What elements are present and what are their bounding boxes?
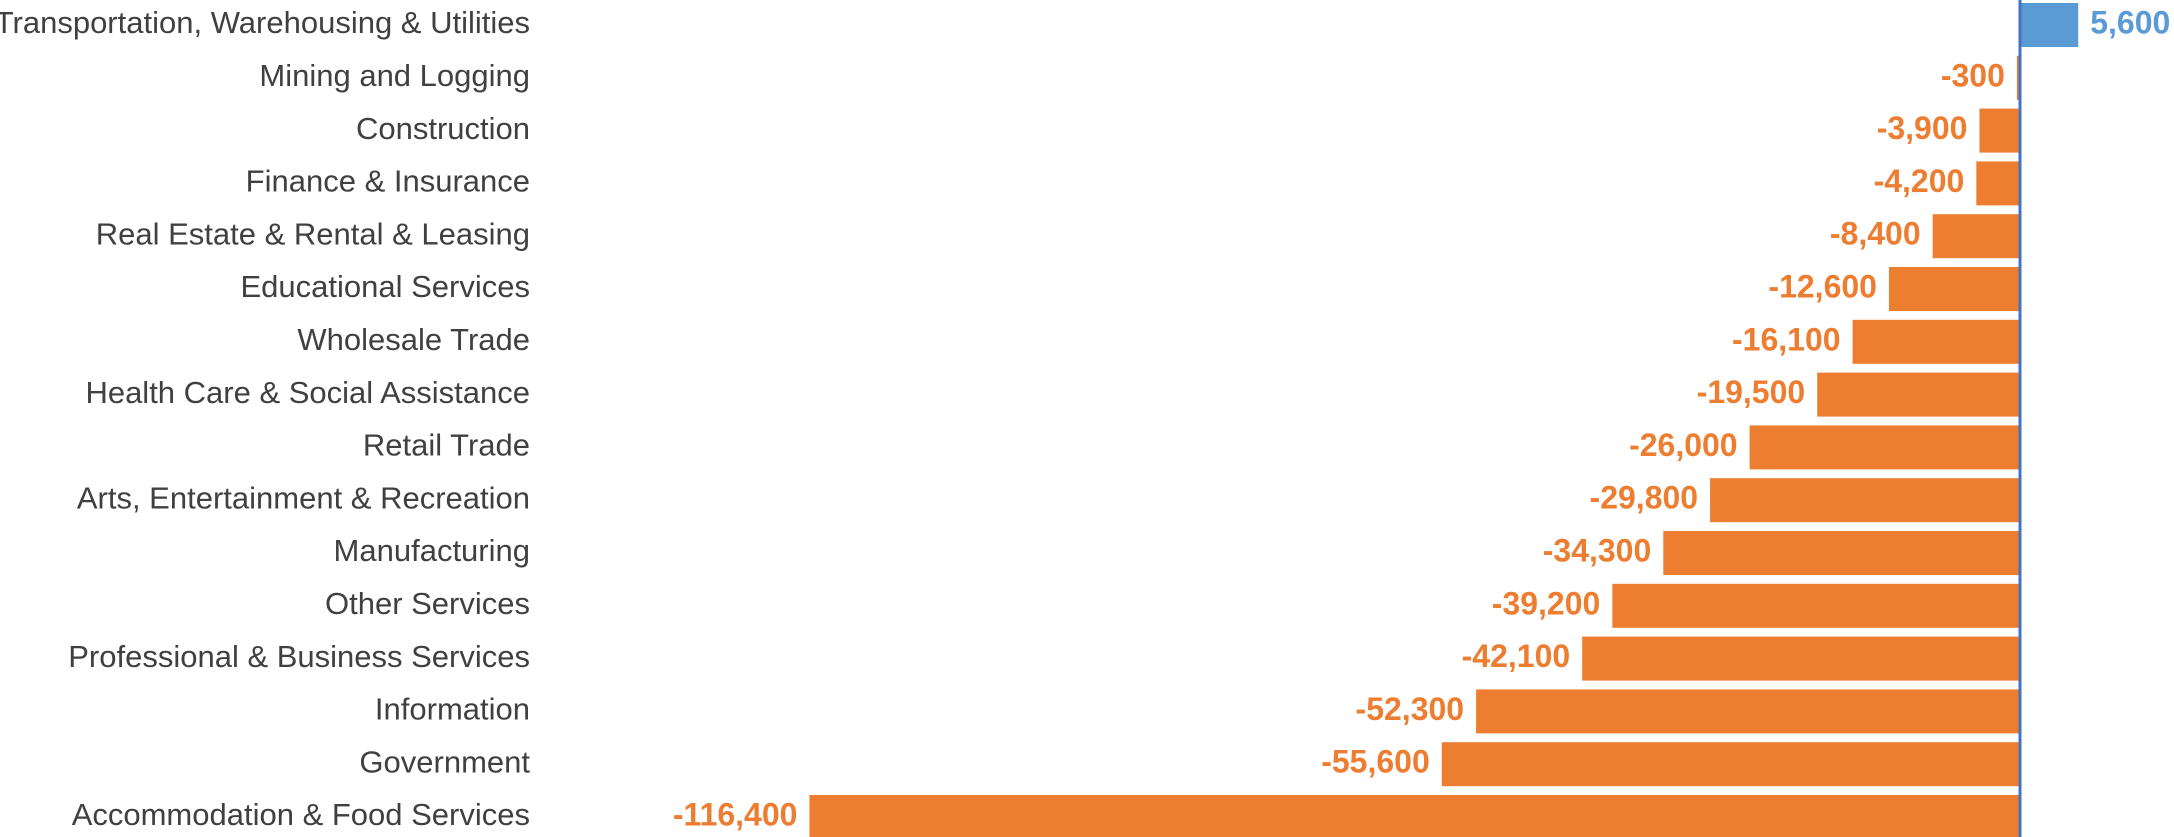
category-label-other-services: Other Services bbox=[325, 586, 530, 621]
value-label-information: -52,300 bbox=[1356, 691, 1465, 727]
bar-educational-services bbox=[1888, 267, 2020, 311]
bar-professional-business-services bbox=[1582, 636, 2020, 681]
bar-finance-insurance bbox=[1976, 161, 2020, 206]
value-label-government: -55,600 bbox=[1321, 744, 1430, 780]
category-label-mining-and-logging: Mining and Logging bbox=[259, 58, 530, 93]
category-label-accommodation-food-services: Accommodation & Food Services bbox=[72, 797, 530, 832]
bar-retail-trade bbox=[1749, 425, 2020, 470]
category-label-wholesale-trade: Wholesale Trade bbox=[297, 322, 530, 357]
bar-wholesale-trade bbox=[1852, 319, 2020, 364]
category-label-government: Government bbox=[359, 744, 530, 779]
category-label-professional-business-services: Professional & Business Services bbox=[68, 639, 530, 674]
category-label-construction: Construction bbox=[356, 111, 530, 146]
category-label-finance-insurance: Finance & Insurance bbox=[246, 164, 530, 199]
value-label-manufacturing: -34,300 bbox=[1543, 532, 1652, 568]
bar-real-estate-rental-leasing bbox=[1932, 214, 2020, 259]
bar-arts-entertainment-recreation bbox=[1710, 478, 2020, 523]
value-label-mining-and-logging: -300 bbox=[1941, 57, 2005, 93]
bar-accommodation-food-services bbox=[809, 795, 2021, 837]
category-label-transportation-warehousing-utilities: Transportation, Warehousing & Utilities bbox=[0, 5, 530, 40]
bar-construction bbox=[1979, 108, 2020, 153]
bar-information bbox=[1476, 689, 2020, 734]
value-label-construction: -3,900 bbox=[1877, 110, 1968, 146]
bar-government bbox=[1441, 742, 2020, 787]
value-label-retail-trade: -26,000 bbox=[1629, 427, 1738, 463]
value-label-accommodation-food-services: -116,400 bbox=[673, 796, 798, 832]
value-label-real-estate-rental-leasing: -8,400 bbox=[1830, 216, 1921, 252]
value-label-health-care-social-assistance: -19,500 bbox=[1697, 374, 1806, 410]
value-label-wholesale-trade: -16,100 bbox=[1732, 321, 1841, 357]
category-label-educational-services: Educational Services bbox=[241, 269, 531, 304]
category-label-information: Information bbox=[375, 692, 530, 727]
category-label-arts-entertainment-recreation: Arts, Entertainment & Recreation bbox=[77, 480, 530, 515]
bar-mining-and-logging bbox=[2016, 55, 2020, 100]
category-label-health-care-social-assistance: Health Care & Social Assistance bbox=[85, 375, 530, 410]
value-label-other-services: -39,200 bbox=[1492, 585, 1601, 621]
value-label-educational-services: -12,600 bbox=[1768, 268, 1877, 304]
category-label-retail-trade: Retail Trade bbox=[363, 428, 530, 463]
value-label-transportation-warehousing-utilities: 5,600 bbox=[2090, 4, 2170, 40]
category-label-manufacturing: Manufacturing bbox=[334, 533, 530, 568]
bar-manufacturing bbox=[1663, 531, 2020, 575]
value-label-arts-entertainment-recreation: -29,800 bbox=[1590, 480, 1699, 516]
bar-other-services bbox=[1612, 583, 2020, 628]
value-label-professional-business-services: -42,100 bbox=[1462, 638, 1571, 674]
category-label-real-estate-rental-leasing: Real Estate & Rental & Leasing bbox=[96, 216, 530, 251]
bar-transportation-warehousing-utilities bbox=[2020, 3, 2079, 47]
value-label-finance-insurance: -4,200 bbox=[1874, 163, 1965, 199]
bar-health-care-social-assistance bbox=[1817, 372, 2020, 417]
